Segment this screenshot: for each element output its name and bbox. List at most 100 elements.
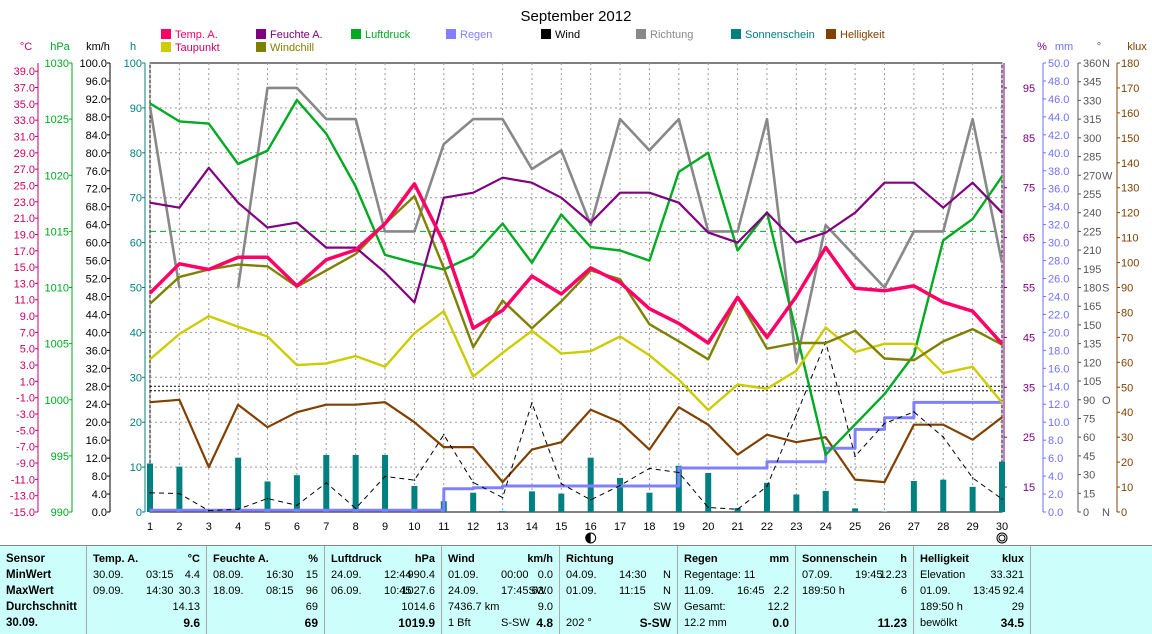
taupunkt-point-day-1 [149, 359, 151, 361]
sunshine-bar-day-27 [911, 481, 917, 512]
wind-point-day-16 [590, 499, 592, 501]
richtung-point-day-11 [443, 143, 445, 145]
column-header: Sonnenschein [802, 552, 877, 566]
cell-value: 29 [1012, 600, 1024, 614]
temp-a-point-day-23 [796, 296, 798, 298]
luftdruck-point-day-2 [179, 121, 181, 123]
richtung-point-day-18 [649, 150, 651, 152]
cell-value: 6 [901, 584, 907, 598]
wind-axis-label: 24.0 [86, 399, 107, 411]
cell-date: 01.09. [448, 568, 479, 582]
hum-axis-label: 15 [1023, 482, 1035, 494]
lux-axis-label: 90 [1121, 283, 1133, 295]
cell-value: 33.321 [990, 568, 1024, 582]
temp-a-point-day-14 [531, 275, 533, 277]
wind-point-day-10 [414, 479, 416, 481]
temp-a-point-day-27 [913, 285, 915, 287]
x-tick-label: 7 [323, 521, 329, 533]
wind-axis-unit: km/h [86, 41, 110, 53]
cell-time: 08:15 [266, 584, 294, 598]
feuchte-a-point-day-21 [737, 242, 739, 244]
temp-axis-label: -7.0 [16, 442, 35, 454]
dir-axis-label: 210 [1083, 245, 1101, 257]
lux-axis-label: 50 [1121, 382, 1133, 394]
wind-axis-label: 0.0 [92, 507, 107, 519]
sun-axis-label: 10 [130, 462, 142, 474]
dir-axis-label: 330 [1083, 95, 1101, 107]
taupunkt-point-day-16 [590, 350, 592, 352]
table-cell-row: 69 [206, 600, 324, 614]
luftdruck-point-day-23 [796, 332, 798, 334]
cell-date: 06.09. [331, 584, 362, 598]
legend-label: Taupunkt [175, 42, 220, 54]
moon-shadow-icon [586, 533, 591, 543]
wind-axis-label: 80.0 [86, 148, 107, 160]
rain-axis-label: 16.0 [1048, 363, 1069, 375]
helligkeit-point-day-26 [884, 481, 886, 483]
wind-point-day-4 [237, 509, 239, 511]
sunshine-bar-day-9 [382, 455, 388, 512]
dir-axis-label: 105 [1083, 376, 1101, 388]
press-axis-label: 1015 [45, 226, 69, 238]
temp-axis-label: 15.0 [14, 262, 35, 274]
dir-axis-label: 240 [1083, 208, 1101, 220]
taupunkt-point-day-12 [472, 376, 474, 378]
windchill-point-day-8 [355, 253, 357, 255]
luftdruck-point-day-8 [355, 186, 357, 188]
x-tick-label: 26 [878, 521, 890, 533]
legend-swatch [731, 29, 741, 39]
helligkeit-point-day-20 [707, 424, 709, 426]
wind-point-day-5 [267, 498, 269, 500]
table-cell-row: 1014.6 [324, 600, 441, 614]
taupunkt-point-day-4 [237, 326, 239, 328]
statistics-table: Sensor MinWert MaxWert Durchschnitt 30.0… [0, 545, 1152, 634]
dir-axis-label: 75 [1083, 413, 1095, 425]
helligkeit-point-day-28 [942, 424, 944, 426]
temp-axis-label: 13.0 [14, 278, 35, 290]
row-labels-column: Sensor MinWert MaxWert Durchschnitt 30.0… [0, 546, 87, 634]
regen-point-day-11 [443, 488, 445, 490]
cell-date: 01.09. [566, 584, 597, 598]
feuchte-a-point-day-27 [913, 182, 915, 184]
regen-point-day-12 [472, 487, 474, 489]
helligkeit-point-day-12 [472, 446, 474, 448]
lux-axis-label: 20 [1121, 457, 1133, 469]
rain-axis-label: 20.0 [1048, 327, 1069, 339]
feuchte-a-point-day-19 [678, 202, 680, 204]
cell-date: 24.09. [331, 568, 362, 582]
dir-axis-label: 30 [1083, 470, 1095, 482]
hum-axis-label: 95 [1023, 83, 1035, 95]
temp-axis-label: -1.0 [16, 393, 35, 405]
table-cell-row: 14.13 [86, 600, 206, 614]
cell-value: N [663, 568, 671, 582]
temp-axis-label: 9.0 [20, 311, 35, 323]
richtung-point-day-7 [325, 118, 327, 120]
taupunkt-point-day-19 [678, 379, 680, 381]
cell-date: bewölkt [920, 616, 957, 630]
sun-axis-label: 0 [136, 507, 142, 519]
x-tick-label: 27 [908, 521, 920, 533]
wind-point-day-27 [913, 411, 915, 413]
temp-a-point-day-16 [590, 267, 592, 269]
regen-point-day-29 [972, 402, 974, 404]
legend-swatch [541, 29, 551, 39]
rain-axis-unit: mm [1055, 41, 1073, 53]
richtung-point-day-27 [913, 231, 915, 233]
taupunkt-point-day-22 [766, 388, 768, 390]
taupunkt-point-day-24 [825, 327, 827, 329]
cell-date: 30.09. [93, 568, 124, 582]
legend-swatch [636, 29, 646, 39]
luftdruck-point-day-21 [737, 250, 739, 252]
wind-point-day-9 [384, 476, 386, 478]
column-unit: mm [769, 552, 789, 566]
moon-inner-icon [999, 535, 1005, 541]
temp-axis-label: 39.0 [14, 66, 35, 78]
cell-date: 01.09. [920, 584, 951, 598]
richtung-point-day-13 [502, 118, 504, 120]
x-tick-label: 17 [614, 521, 626, 533]
x-tick-label: 6 [294, 521, 300, 533]
regen-point-day-25 [854, 429, 856, 431]
windchill-point-day-7 [325, 270, 327, 272]
